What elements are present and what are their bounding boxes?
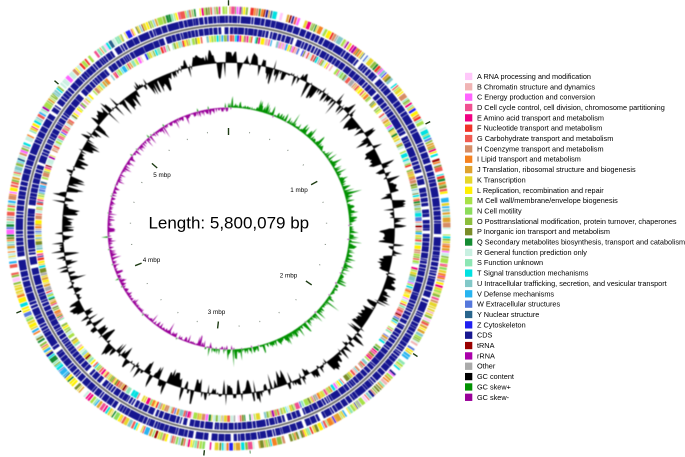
svg-text:N Cell motility: N Cell motility (477, 206, 522, 215)
svg-text:1 mbp: 1 mbp (290, 187, 308, 194)
svg-text:3 mbp: 3 mbp (208, 309, 226, 316)
svg-text:S Function unknown: S Function unknown (477, 258, 543, 267)
svg-text:U Intracellular trafficking, s: U Intracellular trafficking, secretion, … (477, 279, 667, 288)
svg-text:V Defense mechanisms: V Defense mechanisms (477, 289, 554, 298)
svg-text:B Chromatin structure and dyna: B Chromatin structure and dynamics (477, 82, 595, 91)
svg-text:Z Cytoskeleton: Z Cytoskeleton (477, 320, 526, 329)
svg-text:F Nucleotide transport and met: F Nucleotide transport and metabolism (477, 124, 602, 133)
svg-text:Other: Other (477, 362, 496, 371)
svg-text:GC content: GC content (477, 372, 514, 381)
svg-text:A RNA processing and modificat: A RNA processing and modification (477, 72, 591, 81)
svg-text:GC skew-: GC skew- (477, 393, 510, 402)
svg-text:4 mbp: 4 mbp (143, 257, 161, 264)
svg-text:O Posttranslational modificati: O Posttranslational modification, protei… (477, 217, 677, 226)
svg-text:M Cell wall/membrane/envelope: M Cell wall/membrane/envelope biogenesis (477, 196, 618, 205)
svg-text:CDS: CDS (477, 331, 493, 340)
svg-text:GC skew+: GC skew+ (477, 382, 511, 391)
svg-text:Y Nuclear structure: Y Nuclear structure (477, 310, 539, 319)
svg-text:Length: 5,800,079 bp: Length: 5,800,079 bp (148, 213, 309, 232)
svg-text:K Transcription: K Transcription (477, 175, 526, 184)
svg-text:Q Secondary metabolites biosyn: Q Secondary metabolites biosynthesis, tr… (477, 238, 685, 247)
svg-text:E Amino acid transport and met: E Amino acid transport and metabolism (477, 113, 604, 122)
svg-text:D Cell cycle control, cell div: D Cell cycle control, cell division, chr… (477, 103, 665, 112)
svg-text:rRNA: rRNA (477, 351, 495, 360)
svg-text:C Energy production and conver: C Energy production and conversion (477, 93, 595, 102)
svg-text:W Extracellular structures: W Extracellular structures (477, 300, 560, 309)
svg-text:2 mbp: 2 mbp (280, 273, 298, 280)
svg-text:G Carbohydrate transport and m: G Carbohydrate transport and metabolism (477, 134, 613, 143)
svg-text:J Translation, ribosomal struc: J Translation, ribosomal structure and b… (477, 165, 636, 174)
svg-text:P Inorganic ion transport and: P Inorganic ion transport and metabolism (477, 227, 610, 236)
svg-text:5 mbp: 5 mbp (153, 172, 171, 179)
svg-text:R General function prediction: R General function prediction only (477, 248, 587, 257)
svg-text:tRNA: tRNA (477, 341, 495, 350)
svg-text:H Coenzyme transport and metab: H Coenzyme transport and metabolism (477, 144, 604, 153)
svg-text:T Signal transduction mechanis: T Signal transduction mechanisms (477, 269, 589, 278)
svg-text:I Lipid transport and metaboli: I Lipid transport and metabolism (477, 155, 581, 164)
svg-text:L Replication, recombination a: L Replication, recombination and repair (477, 186, 604, 195)
